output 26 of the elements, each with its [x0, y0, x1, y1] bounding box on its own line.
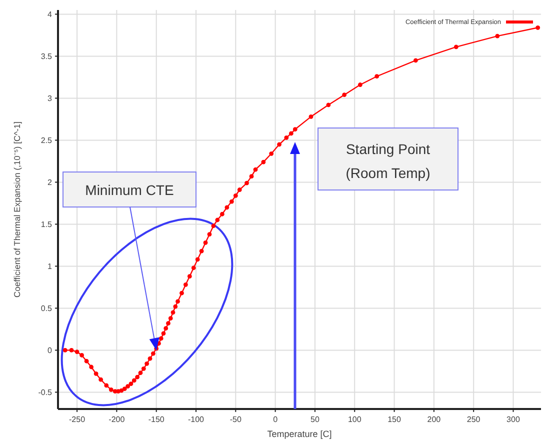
x-tick-label: -150 — [148, 415, 165, 424]
x-tick-label: -100 — [188, 415, 205, 424]
y-tick-label: 2 — [48, 178, 53, 188]
x-tick-label: 0 — [273, 415, 278, 424]
annotation: Minimum CTE — [85, 182, 174, 198]
x-tick-label: -200 — [108, 415, 126, 424]
y-tick-label: 0.5 — [40, 304, 53, 314]
annotation: Starting Point (Room Temp) — [346, 141, 430, 181]
x-tick-label: 300 — [506, 415, 520, 424]
y-tick-label: 4 — [48, 10, 53, 20]
y-tick-label: 2.5 — [40, 136, 53, 146]
y-tick-label: 3.5 — [40, 52, 53, 62]
x-tick-label: 100 — [348, 415, 362, 424]
y-tick-label: 3 — [48, 94, 53, 104]
y-tick-label: 1 — [48, 262, 53, 272]
y-tick-label: 0 — [48, 346, 53, 356]
x-tick-label: 50 — [310, 415, 320, 424]
y-tick-label: 1.5 — [40, 220, 53, 230]
y-tick-label: -0.5 — [38, 388, 53, 398]
x-tick-label: -50 — [230, 415, 242, 424]
x-tick-label: -250 — [69, 415, 86, 424]
x-tick-label: 200 — [427, 415, 442, 424]
y-axis-title: Coefficient of Thermal Expansion (,10⁻⁵) [C^-1] — [12, 121, 22, 298]
x-axis-title: Temperature [C] — [267, 429, 332, 439]
x-tick-label: 250 — [466, 415, 481, 424]
x-tick-label: 150 — [388, 415, 402, 424]
